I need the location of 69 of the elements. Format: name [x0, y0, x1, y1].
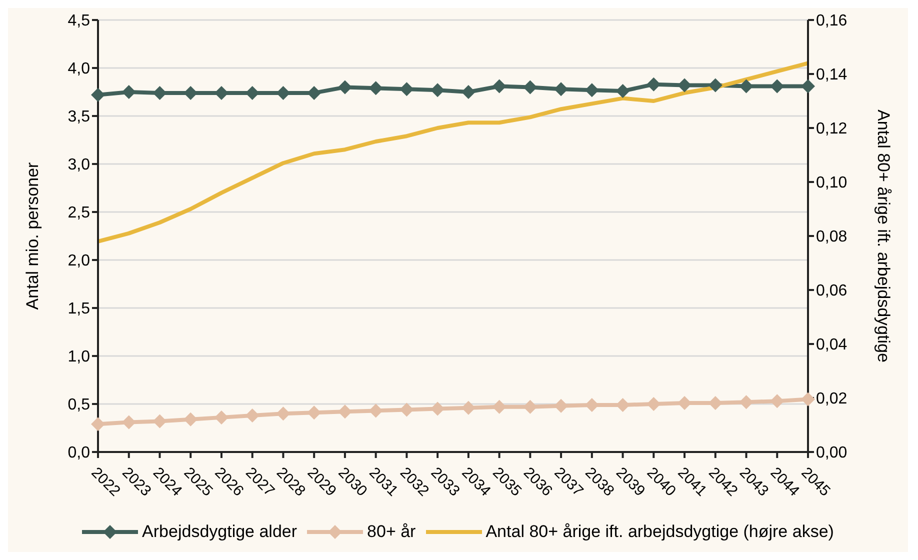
point [584, 398, 599, 412]
y-tick-label: 4,5 [68, 12, 90, 30]
y-tick-label: 3,5 [68, 108, 90, 126]
point [554, 82, 568, 96]
point [338, 80, 352, 94]
point [307, 406, 322, 420]
point [523, 80, 538, 94]
point [152, 414, 167, 428]
y-tick-label: 0,5 [68, 396, 90, 414]
y2-tick-label: 0,12 [816, 120, 848, 138]
line-series [96, 61, 810, 244]
point [801, 392, 815, 406]
point [646, 77, 661, 92]
point [616, 84, 630, 98]
point [646, 397, 661, 411]
y2-tick-label: 0,04 [816, 336, 848, 354]
point [276, 406, 290, 421]
point [616, 398, 630, 412]
point [739, 79, 754, 94]
y2-tick-label: 0,08 [816, 228, 848, 246]
point [276, 86, 290, 100]
point [492, 79, 506, 94]
legend-label: Arbejdsdygtige alder [142, 522, 298, 542]
y2-tick-label: 0,16 [816, 12, 848, 30]
point [214, 410, 228, 424]
y2-tick-label: 0,10 [816, 174, 848, 192]
point [801, 79, 815, 94]
y-axis-title: Antal mio. personer [23, 162, 42, 310]
point [152, 86, 167, 100]
point [584, 83, 599, 98]
point [492, 400, 506, 414]
legend-label: Antal 80+ årige ift. arbejdsdygtige (højre akse) [486, 522, 834, 542]
point [739, 395, 754, 410]
y-tick-label: 3,0 [68, 156, 90, 174]
y2-axis-title: Antal 80+ årige ift. arbejdsdygtige [874, 110, 893, 362]
y2-tick-label: 0,02 [816, 390, 848, 408]
point [678, 78, 692, 92]
y2-tick-label: 0,00 [816, 444, 848, 462]
point [523, 400, 538, 414]
point [461, 400, 476, 415]
point [770, 79, 784, 94]
y-tick-label: 1,5 [68, 300, 90, 318]
point [400, 402, 414, 417]
y-tick-label: 2,5 [68, 204, 90, 222]
y2-tick-label: 0,06 [816, 282, 848, 300]
y2-tick-label: 0,14 [816, 66, 848, 84]
point [430, 83, 445, 98]
point [245, 86, 260, 100]
y-tick-label: 1,0 [68, 348, 90, 366]
point [554, 398, 568, 413]
y-tick-label: 0,0 [68, 444, 90, 462]
legend-label: 80+ år [367, 522, 416, 542]
point [307, 86, 322, 100]
point [184, 412, 198, 426]
point [245, 408, 260, 423]
point [430, 402, 445, 416]
point [91, 417, 105, 432]
y-tick-label: 4,0 [68, 60, 90, 78]
point [338, 404, 352, 419]
point [461, 85, 476, 99]
point [400, 82, 414, 96]
point [368, 404, 383, 418]
point [708, 78, 722, 92]
point [770, 394, 784, 408]
point [91, 88, 105, 102]
point [122, 85, 136, 99]
y-tick-label: 2,0 [68, 252, 90, 270]
point [368, 81, 383, 96]
point [122, 415, 136, 430]
